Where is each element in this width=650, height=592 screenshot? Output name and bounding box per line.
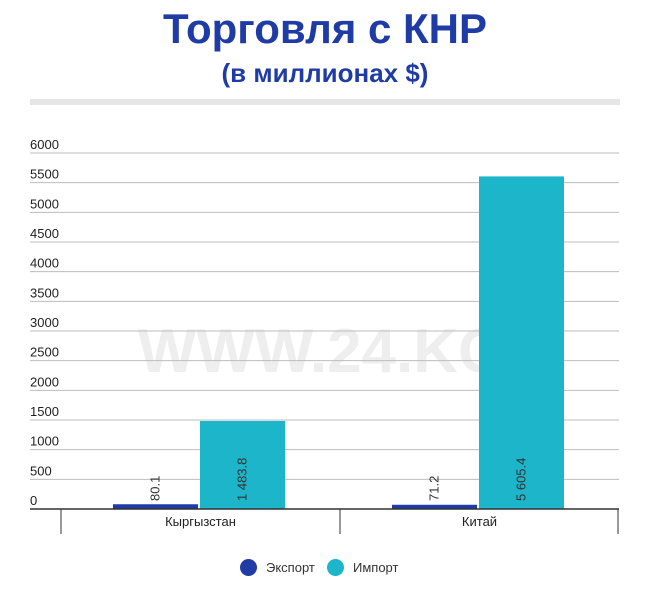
legend-swatch-export — [240, 559, 257, 576]
y-tick-label: 2500 — [30, 345, 59, 360]
y-tick-label: 1000 — [30, 434, 59, 449]
bar-export — [113, 504, 198, 509]
watermark: WWW.24.KG — [138, 317, 507, 386]
y-tick-label: 2000 — [30, 374, 59, 389]
y-tick-label: 3500 — [30, 285, 59, 300]
y-tick-label: 500 — [30, 463, 52, 478]
legend-label-import: Импорт — [353, 560, 399, 575]
chart-subtitle: (в миллионах $) — [221, 58, 429, 88]
data-label-import: 1 483.8 — [235, 458, 250, 501]
bar-export — [392, 504, 477, 509]
y-tick-label: 4500 — [30, 226, 59, 241]
category-label: Китай — [462, 514, 497, 529]
legend-label-export: Экспорт — [266, 560, 315, 575]
y-tick-label: 1500 — [30, 404, 59, 419]
chart-title: Торговля с КНР — [162, 5, 488, 52]
y-tick-label: 4000 — [30, 256, 59, 271]
legend-swatch-import — [327, 559, 344, 576]
legend: Экспорт Импорт — [0, 558, 650, 578]
y-tick-label: 5500 — [30, 167, 59, 182]
data-label-export: 80.1 — [148, 476, 163, 501]
bar-import — [479, 176, 564, 509]
y-tick-label: 3000 — [30, 315, 59, 330]
y-tick-label: 5000 — [30, 196, 59, 211]
category-label: Кыргызстан — [165, 514, 236, 529]
bar-import — [200, 420, 285, 509]
y-tick-label: 6000 — [30, 137, 59, 152]
title-divider — [30, 99, 620, 105]
data-label-import: 5 605.4 — [514, 458, 529, 501]
y-tick-label: 0 — [30, 493, 37, 508]
data-label-export: 71.2 — [427, 476, 442, 501]
